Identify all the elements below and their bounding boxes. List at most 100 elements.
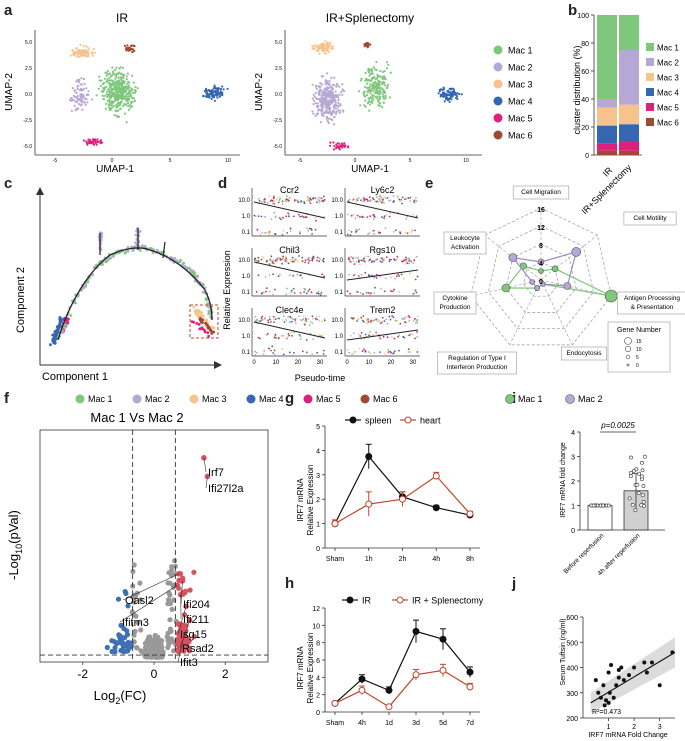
e-legend: Mac 1 Mac 2 [505, 394, 603, 404]
umap-point [332, 141, 335, 144]
d-point [406, 262, 409, 265]
d-point [363, 320, 365, 323]
series-marker [399, 495, 406, 503]
d-point [392, 316, 395, 319]
umap-point [122, 91, 125, 94]
d-point [257, 336, 260, 339]
umap-point [332, 115, 336, 118]
d-point [261, 292, 263, 294]
umap-point [116, 115, 119, 118]
d-point [311, 315, 314, 318]
e-axis-label-box [512, 185, 570, 200]
d-point [412, 262, 415, 264]
umap-point [108, 90, 111, 93]
d-point [321, 320, 323, 323]
d-ytick-label: 10.0 [238, 318, 250, 324]
d-point [353, 273, 356, 276]
d-point [293, 200, 296, 203]
d-xtick-label: 0 [345, 360, 349, 366]
d-point [305, 292, 308, 295]
e-mac2-point [537, 258, 545, 266]
j-point [606, 670, 611, 675]
d-point [350, 214, 353, 217]
umap-point [368, 86, 371, 89]
d-point [394, 259, 396, 262]
d-point [399, 322, 402, 325]
c-point [76, 295, 80, 298]
umap-left-xtick-2: 5 [169, 158, 172, 164]
d-point [407, 197, 410, 200]
umap-point [103, 77, 106, 80]
umap-point [210, 97, 213, 100]
b-bar-segment [597, 143, 617, 151]
umap-right-xlabel: UMAP-1 [351, 164, 389, 175]
umap-left-xtick-3: 10 [225, 158, 231, 164]
i-ytick-label: 0 [571, 528, 575, 535]
c-legend-swatch [189, 394, 199, 404]
i-dot-after [629, 455, 633, 460]
umap-point [110, 104, 113, 107]
f-point-labeled [201, 455, 207, 461]
umap-point [338, 93, 341, 96]
umap-left-xticks: -5 0 5 10 [53, 158, 231, 164]
f-point-ns [137, 580, 143, 586]
umap-left-ytick-0: 5.0 [25, 40, 32, 46]
d-point [273, 262, 276, 265]
d-ytick-label: 0.1 [335, 290, 344, 296]
panel-letter-d: d [218, 175, 228, 192]
c-legend-swatch [75, 394, 85, 404]
umap-point [367, 69, 370, 72]
d-point [290, 291, 293, 294]
c-point [212, 330, 216, 334]
d-point [354, 351, 357, 353]
umap-point [441, 88, 444, 91]
d-point [293, 199, 296, 202]
e-axis-label: Cytokine [442, 295, 468, 302]
d-point [263, 350, 266, 352]
d-point [287, 215, 290, 218]
d-point [350, 334, 352, 337]
d-point [290, 331, 293, 334]
d-point [353, 263, 356, 265]
d-point [307, 290, 310, 292]
umap-point [126, 72, 129, 75]
c-point [135, 229, 139, 233]
d-point [289, 230, 292, 232]
d-point [313, 257, 316, 259]
c-point [101, 263, 105, 266]
d-point [274, 333, 277, 336]
umap-point [333, 145, 336, 148]
umap-point [131, 51, 134, 54]
d-point [408, 316, 411, 319]
umap-point [338, 85, 341, 88]
d-point [362, 197, 365, 200]
i-bar [587, 505, 613, 531]
umap-point [113, 69, 117, 72]
umap-point [127, 105, 130, 108]
d-point [314, 317, 317, 320]
d-point [273, 336, 276, 339]
umap-point [448, 97, 451, 100]
umap-point [136, 87, 139, 90]
d-point [368, 232, 371, 235]
e-mac1-point [538, 268, 544, 274]
e-mac2-point [508, 253, 518, 262]
e-axis-label-box [617, 291, 685, 315]
e-ring-label: 4 [539, 261, 543, 268]
d-ytick-label: 10.0 [331, 198, 343, 204]
umap-point [110, 100, 113, 103]
c-branch-3 [162, 241, 166, 259]
umap-point [128, 89, 131, 92]
umap-point [338, 109, 342, 112]
d-ytick-label: 10.0 [331, 258, 343, 264]
d-point [292, 274, 295, 277]
d-point [321, 334, 324, 336]
series-marker [439, 666, 447, 674]
d-point [278, 317, 280, 320]
series-line [334, 669, 471, 708]
umap-point [207, 89, 210, 92]
umap-point [379, 104, 382, 107]
umap-point [126, 97, 129, 100]
umap-point [219, 87, 223, 91]
